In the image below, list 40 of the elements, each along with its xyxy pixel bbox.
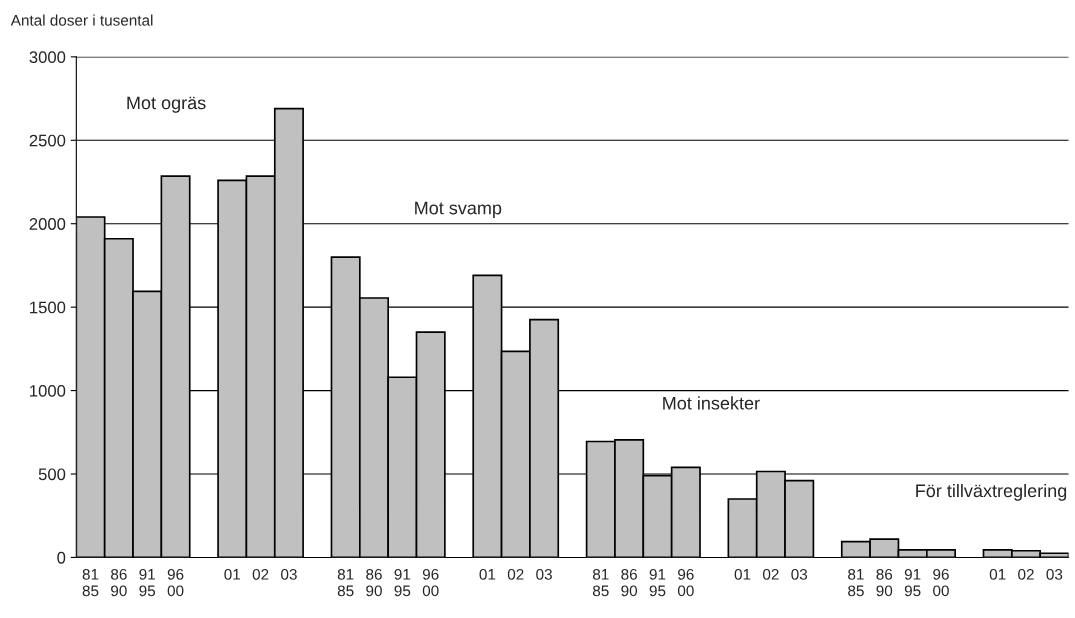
- y-axis-title: Antal doser i tusental: [10, 14, 153, 26]
- x-tick-label: 86 90: [621, 568, 638, 597]
- y-tick-label: 1500: [30, 301, 66, 314]
- y-tick-label: 0: [57, 551, 66, 564]
- x-tick-label: 03: [791, 568, 808, 580]
- x-tick-label: 03: [281, 568, 297, 580]
- x-tick-label: 01: [479, 568, 496, 580]
- y-tick-label: 500: [38, 468, 66, 481]
- x-tick-label: 96 00: [167, 568, 184, 597]
- annotation: Mot svamp: [415, 201, 502, 218]
- y-tick-label: 2000: [29, 218, 66, 230]
- x-tick-label: 91 95: [394, 568, 411, 597]
- x-tick-label: 81 85: [337, 568, 354, 597]
- annotation: Mot ogräs: [127, 96, 206, 113]
- x-tick-label: 81 85: [592, 568, 609, 597]
- x-tick-label: 01: [224, 568, 240, 580]
- y-tick-label: 2500: [29, 134, 66, 147]
- x-tick-label: 03: [536, 568, 552, 580]
- y-tick-label: 3000: [29, 51, 66, 64]
- x-tick-label: 01: [734, 568, 751, 580]
- annotation: Mot insekter: [663, 396, 760, 410]
- x-tick-label: 96 00: [933, 568, 949, 597]
- x-tick-label: 02: [252, 568, 269, 580]
- x-tick-label: 96 00: [422, 568, 439, 597]
- x-tick-label: 03: [1046, 568, 1063, 580]
- x-tick-label: 86 90: [366, 568, 382, 597]
- x-tick-label: 81 85: [82, 568, 99, 597]
- x-tick-label: 81 85: [848, 568, 864, 597]
- x-tick-label: 02: [507, 568, 524, 580]
- y-tick-label: 1000: [30, 384, 66, 397]
- x-tick-label: 91 95: [904, 568, 921, 597]
- x-tick-label: 86 90: [876, 568, 893, 597]
- annotation: För tillväxtreglering: [916, 483, 1067, 501]
- x-tick-label: 91 95: [139, 568, 156, 597]
- x-tick-label: 01: [989, 568, 1006, 580]
- x-tick-label: 02: [762, 568, 779, 580]
- x-tick-label: 86 90: [111, 568, 127, 597]
- x-tick-label: 91 95: [649, 568, 666, 597]
- x-tick-label: 02: [1018, 568, 1034, 580]
- x-tick-label: 96 00: [677, 568, 694, 597]
